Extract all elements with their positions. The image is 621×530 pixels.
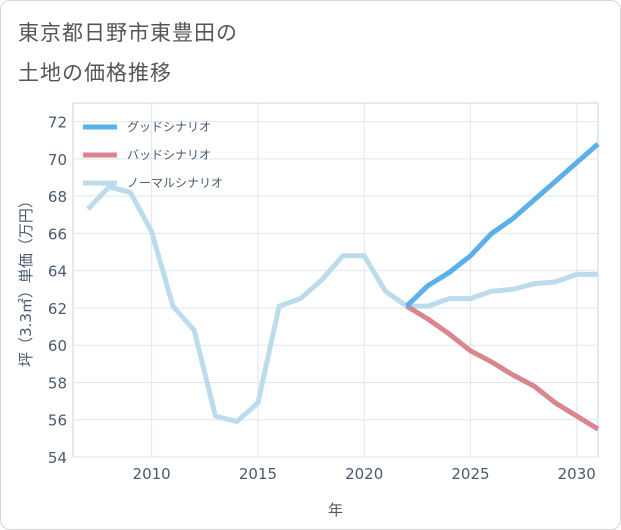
legend-label[interactable]: バッドシナリオ bbox=[127, 148, 211, 162]
y-tick-label: 64 bbox=[48, 263, 67, 281]
series-line-2 bbox=[405, 303, 600, 432]
x-axis-title: 年 bbox=[328, 501, 343, 519]
y-tick-label: 66 bbox=[48, 225, 67, 243]
chart-title-line-2: 土地の価格推移 bbox=[18, 61, 172, 85]
tick-labels: 54 56 58 60 62 64 66 68 70 72 2010 2015 2020 2025 2030 bbox=[48, 114, 596, 483]
series-lines bbox=[86, 142, 600, 432]
series-line-1 bbox=[404, 142, 600, 308]
y-tick-label: 72 bbox=[48, 114, 67, 132]
y-tick-label: 58 bbox=[48, 374, 67, 392]
x-tick-label: 2030 bbox=[558, 465, 596, 483]
x-tick-label: 2010 bbox=[133, 465, 171, 483]
legend-label[interactable]: グッドシナリオ bbox=[127, 120, 211, 134]
y-tick-label: 70 bbox=[48, 151, 67, 169]
series-line-3 bbox=[86, 184, 598, 425]
y-tick-label: 62 bbox=[48, 300, 67, 318]
legend-label[interactable]: ノーマルシナリオ bbox=[127, 176, 223, 190]
x-tick-label: 2015 bbox=[239, 465, 277, 483]
y-tick-label: 54 bbox=[48, 449, 67, 467]
y-tick-label: 60 bbox=[48, 337, 67, 355]
y-tick-label: 68 bbox=[48, 188, 67, 206]
y-axis-title: 坪（3.3㎡）単価（万円） bbox=[17, 193, 35, 367]
x-tick-label: 2025 bbox=[451, 465, 489, 483]
y-tick-label: 56 bbox=[48, 412, 67, 430]
x-tick-label: 2020 bbox=[345, 465, 383, 483]
chart-title-line-1: 東京都日野市東豊田の bbox=[18, 21, 238, 45]
